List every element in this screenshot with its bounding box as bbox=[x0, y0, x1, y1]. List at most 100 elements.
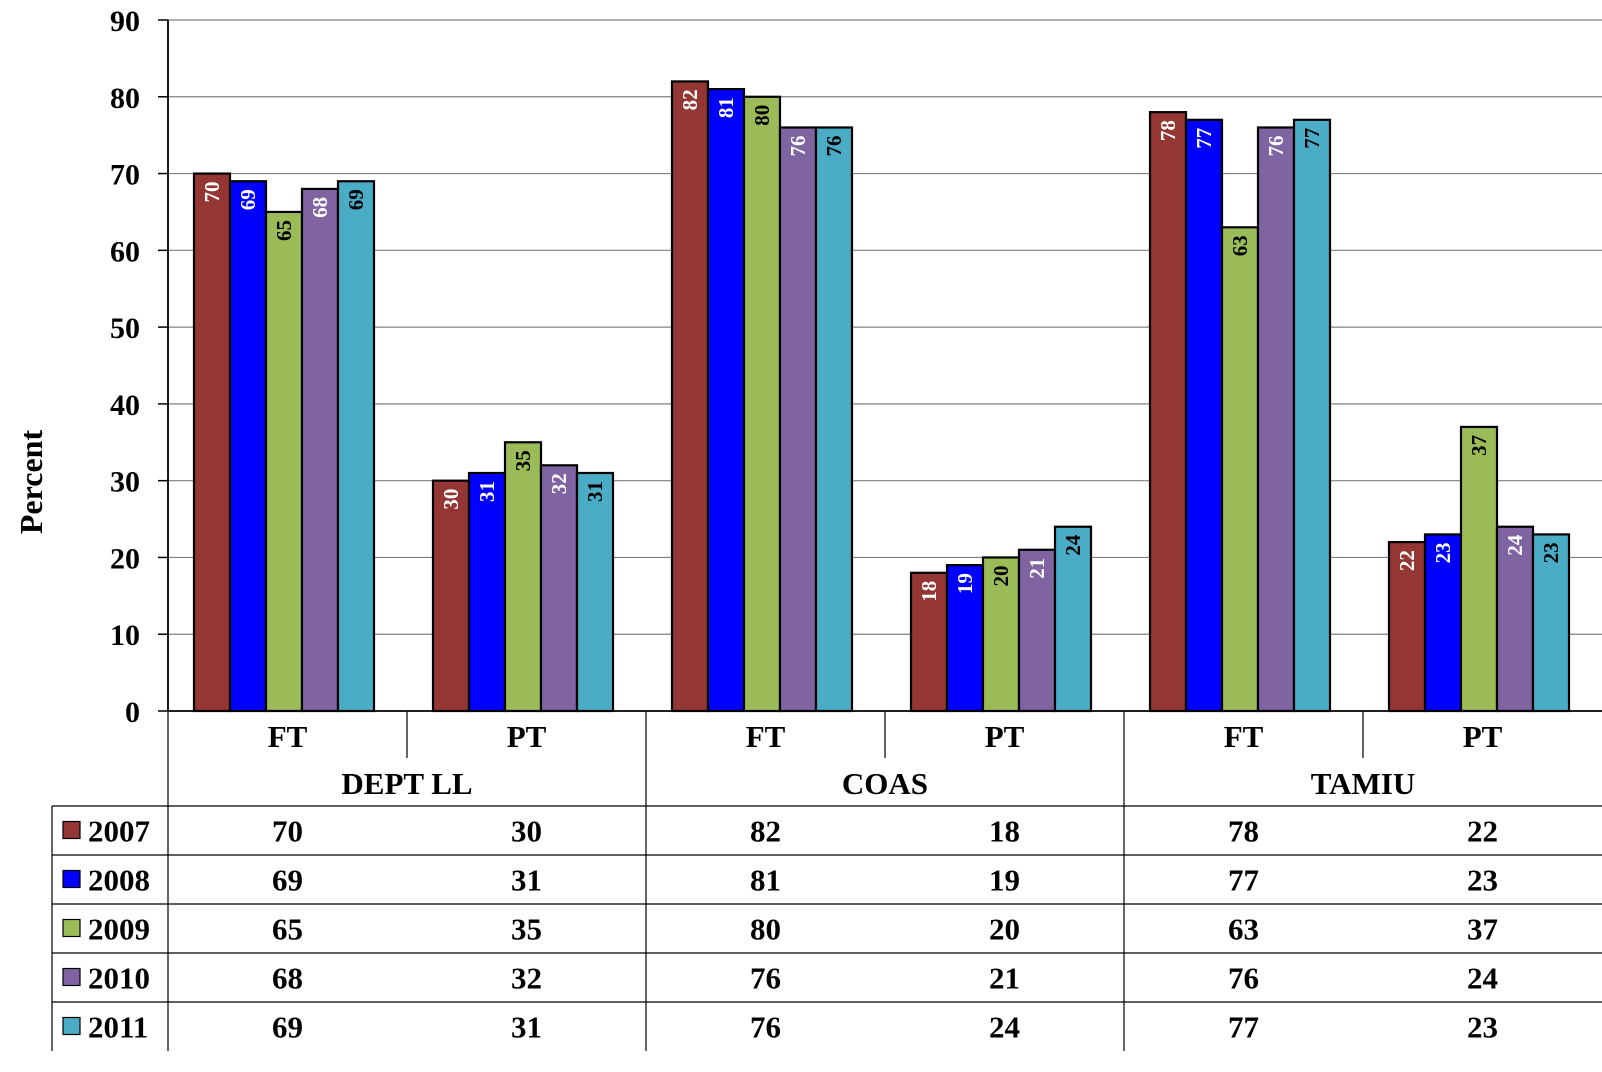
bar-value-label: 76 bbox=[1264, 135, 1288, 156]
bar-value-label: 69 bbox=[344, 189, 368, 210]
bar-value-label: 31 bbox=[583, 481, 607, 502]
bar-labels: 70 30 82 18 78 22 69 31 81 19 77 23 65 35 80 20 63 37 68 32… bbox=[200, 89, 1563, 601]
bar-2008 bbox=[467, 471, 507, 713]
bar-2009 bbox=[264, 210, 304, 713]
y-tick-label: 10 bbox=[110, 619, 140, 652]
bar-value-label: 63 bbox=[1228, 235, 1252, 256]
x-tick-label: FT bbox=[746, 719, 786, 754]
bar-value-label: 19 bbox=[953, 573, 977, 594]
bar-value-label: 35 bbox=[511, 450, 535, 471]
table-cell: 20 bbox=[989, 912, 1020, 947]
bar-value-label: 37 bbox=[1467, 435, 1491, 456]
table-cell: 24 bbox=[989, 1010, 1020, 1045]
table-cell: 23 bbox=[1467, 863, 1498, 898]
bar-2008 bbox=[228, 180, 268, 713]
table-cell: 31 bbox=[511, 863, 542, 898]
bar-2010 bbox=[1256, 126, 1296, 713]
bar-2009 bbox=[1220, 226, 1260, 713]
bar-value-label: 23 bbox=[1431, 542, 1455, 563]
bar-2009 bbox=[503, 441, 543, 713]
table-cell: 35 bbox=[511, 912, 542, 947]
legend-label: 2009 bbox=[88, 912, 150, 947]
gridlines bbox=[168, 19, 1602, 635]
x-tick-label: PT bbox=[985, 719, 1025, 754]
bar-value-label: 21 bbox=[1025, 558, 1049, 579]
y-tick-label: 30 bbox=[110, 466, 140, 499]
y-tick-label: 50 bbox=[110, 312, 140, 345]
bar-value-label: 78 bbox=[1156, 120, 1180, 141]
bar-value-label: 81 bbox=[714, 97, 738, 118]
y-tick-label: 70 bbox=[110, 159, 140, 192]
bar-2008 bbox=[706, 87, 746, 713]
table-cell: 65 bbox=[272, 912, 303, 947]
table-cell: 31 bbox=[511, 1010, 542, 1045]
table-cell: 76 bbox=[1228, 961, 1259, 996]
table-cell: 68 bbox=[272, 961, 303, 996]
bar-2011 bbox=[814, 126, 854, 713]
bar-value-label: 77 bbox=[1192, 128, 1216, 149]
x-tick-label: FT bbox=[1224, 719, 1264, 754]
bar-2010 bbox=[1495, 525, 1535, 713]
bar-2009 bbox=[1459, 425, 1499, 713]
y-tick-label: 90 bbox=[110, 5, 140, 38]
bar-2011 bbox=[336, 180, 376, 713]
bar-value-label: 80 bbox=[750, 105, 774, 126]
legend-key-2010 bbox=[62, 967, 81, 987]
y-tick-label: 0 bbox=[125, 696, 140, 729]
table-cell: 76 bbox=[750, 961, 781, 996]
y-tick-label: 60 bbox=[110, 235, 140, 268]
group-label: DEPT LL bbox=[341, 766, 472, 801]
table-cell: 30 bbox=[511, 814, 542, 849]
y-axis-title: Percent bbox=[13, 430, 49, 535]
table-cell: 80 bbox=[750, 912, 781, 947]
bar-2010 bbox=[539, 464, 579, 713]
y-tick-labels: 0 10 20 30 40 50 60 70 80 90 bbox=[110, 5, 140, 729]
bar-value-label: 22 bbox=[1395, 550, 1419, 571]
bar-2008 bbox=[1184, 118, 1224, 713]
bar-value-label: 82 bbox=[678, 89, 702, 110]
bar-value-label: 68 bbox=[308, 197, 332, 218]
bar-2010 bbox=[300, 187, 340, 713]
table-cell: 69 bbox=[272, 1010, 303, 1045]
bar-2007 bbox=[431, 479, 471, 713]
bar-value-label: 20 bbox=[989, 565, 1013, 586]
x-tick-label: PT bbox=[1463, 719, 1503, 754]
bar-2007 bbox=[670, 80, 710, 713]
legend-key-2009 bbox=[62, 918, 81, 938]
table-cell: 22 bbox=[1467, 814, 1498, 849]
x-tick-label: PT bbox=[507, 719, 547, 754]
table-cell: 37 bbox=[1467, 912, 1498, 947]
table-cell: 78 bbox=[1228, 814, 1259, 849]
table-cell: 24 bbox=[1467, 961, 1498, 996]
bar-2007 bbox=[1148, 111, 1188, 713]
bar-2011 bbox=[1292, 118, 1332, 713]
table-cell: 19 bbox=[989, 863, 1020, 898]
x-tick-label: FT bbox=[268, 719, 308, 754]
bar-value-label: 77 bbox=[1300, 128, 1324, 149]
bar-value-label: 30 bbox=[439, 489, 463, 510]
bars bbox=[192, 80, 1571, 713]
bar-2011 bbox=[1053, 525, 1093, 713]
bar-value-label: 76 bbox=[822, 135, 846, 156]
legend-key-2011 bbox=[62, 1016, 81, 1036]
table-cell: 81 bbox=[750, 863, 781, 898]
legend-label: 2011 bbox=[88, 1010, 148, 1045]
legend-label: 2010 bbox=[88, 961, 150, 996]
table-cell: 76 bbox=[750, 1010, 781, 1045]
table-cell: 70 bbox=[272, 814, 303, 849]
table-cell: 69 bbox=[272, 863, 303, 898]
table-cell: 77 bbox=[1228, 863, 1259, 898]
legend-key-2007 bbox=[62, 820, 81, 840]
bar-value-label: 32 bbox=[547, 473, 571, 494]
bar-value-label: 31 bbox=[475, 481, 499, 502]
y-tick-label: 80 bbox=[110, 82, 140, 115]
bar-2011 bbox=[1531, 533, 1571, 713]
bar-value-label: 70 bbox=[200, 182, 224, 203]
table-cell: 18 bbox=[989, 814, 1020, 849]
group-label: COAS bbox=[842, 766, 928, 801]
group-label: TAMIU bbox=[1311, 766, 1415, 801]
table-cell: 77 bbox=[1228, 1010, 1259, 1045]
bar-2009 bbox=[742, 95, 782, 713]
table-cell: 23 bbox=[1467, 1010, 1498, 1045]
